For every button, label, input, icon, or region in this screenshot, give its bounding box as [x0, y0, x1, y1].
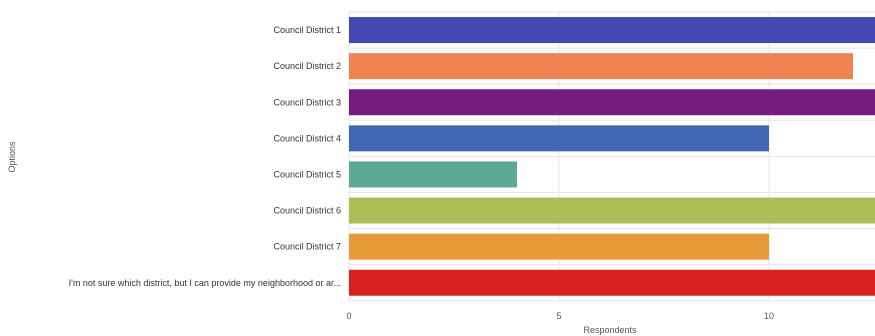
bars — [349, 17, 875, 296]
bar — [349, 17, 875, 44]
category-label: Council District 6 — [273, 206, 341, 216]
y-axis-title: Options — [7, 141, 17, 173]
bar — [349, 269, 875, 296]
category-label: Council District 5 — [273, 169, 341, 179]
x-axis-title: Respondents — [583, 325, 637, 335]
x-tick-label: 10 — [764, 311, 774, 321]
category-label: I'm not sure which district, but I can p… — [69, 278, 341, 288]
bar — [349, 53, 853, 80]
category-label: Council District 7 — [273, 242, 341, 252]
gridlines — [348, 11, 875, 302]
bar — [349, 233, 769, 260]
x-tick-label: 0 — [346, 311, 351, 321]
category-label: Council District 2 — [273, 61, 341, 71]
category-labels: Council District 1 Council District 2 Coun… — [69, 25, 341, 288]
bar — [349, 125, 769, 152]
x-tick-labels: 0510152025 — [346, 311, 774, 321]
bar — [349, 197, 875, 224]
category-label: Council District 3 — [273, 97, 341, 107]
category-label: Council District 4 — [273, 133, 341, 143]
x-tick-label: 5 — [556, 311, 561, 321]
bar — [349, 89, 875, 116]
category-label: Council District 1 — [273, 25, 341, 35]
bar — [349, 161, 517, 188]
